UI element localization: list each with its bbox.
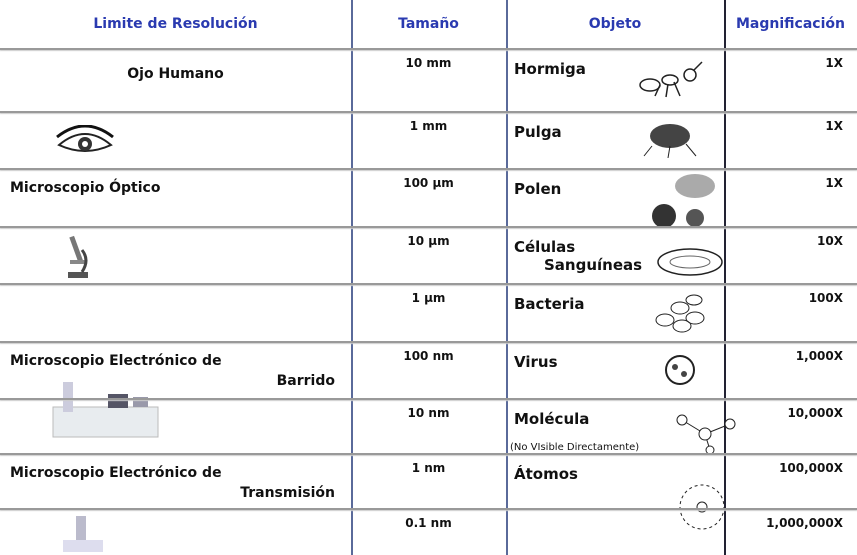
size-value: 1 µm	[411, 291, 446, 305]
size-value: 10 mm	[405, 56, 452, 70]
resolution-label: Barrido	[276, 373, 335, 389]
magnification-value: 10,000X	[787, 406, 843, 420]
object-name: Sanguíneas	[544, 256, 643, 274]
resolution-label: Ojo Humano	[127, 66, 224, 82]
row-divider	[0, 398, 857, 400]
row-divider	[0, 508, 857, 510]
object-name: Átomos	[514, 465, 578, 483]
column-header: Magnificación	[736, 16, 845, 32]
object-note: (No VIsible Directamente)	[510, 442, 640, 453]
size-value: 100 nm	[403, 349, 454, 363]
molecule-icon	[676, 414, 736, 455]
column-divider	[351, 0, 353, 555]
microscope-icon	[68, 235, 88, 278]
bacteria-icon	[655, 294, 705, 333]
magnification-value: 100,000X	[779, 461, 843, 475]
resolution-label: Transmisión	[240, 485, 335, 501]
magnification-value: 1,000X	[795, 349, 843, 363]
size-value: 10 µm	[407, 234, 450, 248]
column-header: Tamaño	[398, 16, 459, 32]
row-divider	[0, 168, 857, 170]
object-name: Molécula	[514, 410, 590, 428]
size-value: 1 mm	[409, 119, 448, 133]
resolution-label: Microscopio Electrónico de	[10, 465, 222, 481]
magnification-value: 1X	[825, 176, 843, 190]
virus-icon	[665, 355, 695, 385]
row-divider	[0, 341, 857, 343]
column-divider	[506, 0, 508, 555]
row-divider	[0, 283, 857, 285]
sem-icon	[52, 382, 159, 438]
atom-icon	[679, 484, 725, 530]
ant-icon	[639, 61, 703, 98]
object-name: Virus	[514, 353, 558, 371]
eye-icon	[56, 125, 114, 152]
resolution-label: Microscopio Óptico	[10, 180, 161, 196]
magnification-value: 1,000,000X	[766, 516, 843, 530]
row-divider	[0, 453, 857, 455]
column-divider	[724, 0, 726, 555]
column-header: Limite de Resolución	[93, 16, 258, 32]
object-name: Hormiga	[514, 60, 586, 78]
pollen-icon	[652, 174, 715, 228]
object-name: Células	[514, 238, 576, 256]
tem-icon	[63, 516, 103, 552]
object-name: Bacteria	[514, 295, 585, 313]
object-name: Polen	[514, 180, 562, 198]
magnification-value: 100X	[808, 291, 843, 305]
resolution-label: Microscopio Electrónico de	[10, 353, 222, 369]
magnification-value: 10X	[817, 234, 843, 248]
magnification-value: 1X	[825, 56, 843, 70]
size-value: 100 µm	[403, 176, 454, 190]
size-value: 10 nm	[407, 406, 450, 420]
size-value: 1 nm	[411, 461, 446, 475]
row-divider	[0, 48, 857, 50]
flea-icon	[643, 124, 697, 158]
row-divider	[0, 111, 857, 113]
size-value: 0.1 nm	[405, 516, 452, 530]
blood-cell-icon	[657, 248, 723, 276]
column-header: Objeto	[588, 16, 642, 32]
object-name: Pulga	[514, 123, 562, 141]
row-divider	[0, 226, 857, 228]
magnification-value: 1X	[825, 119, 843, 133]
